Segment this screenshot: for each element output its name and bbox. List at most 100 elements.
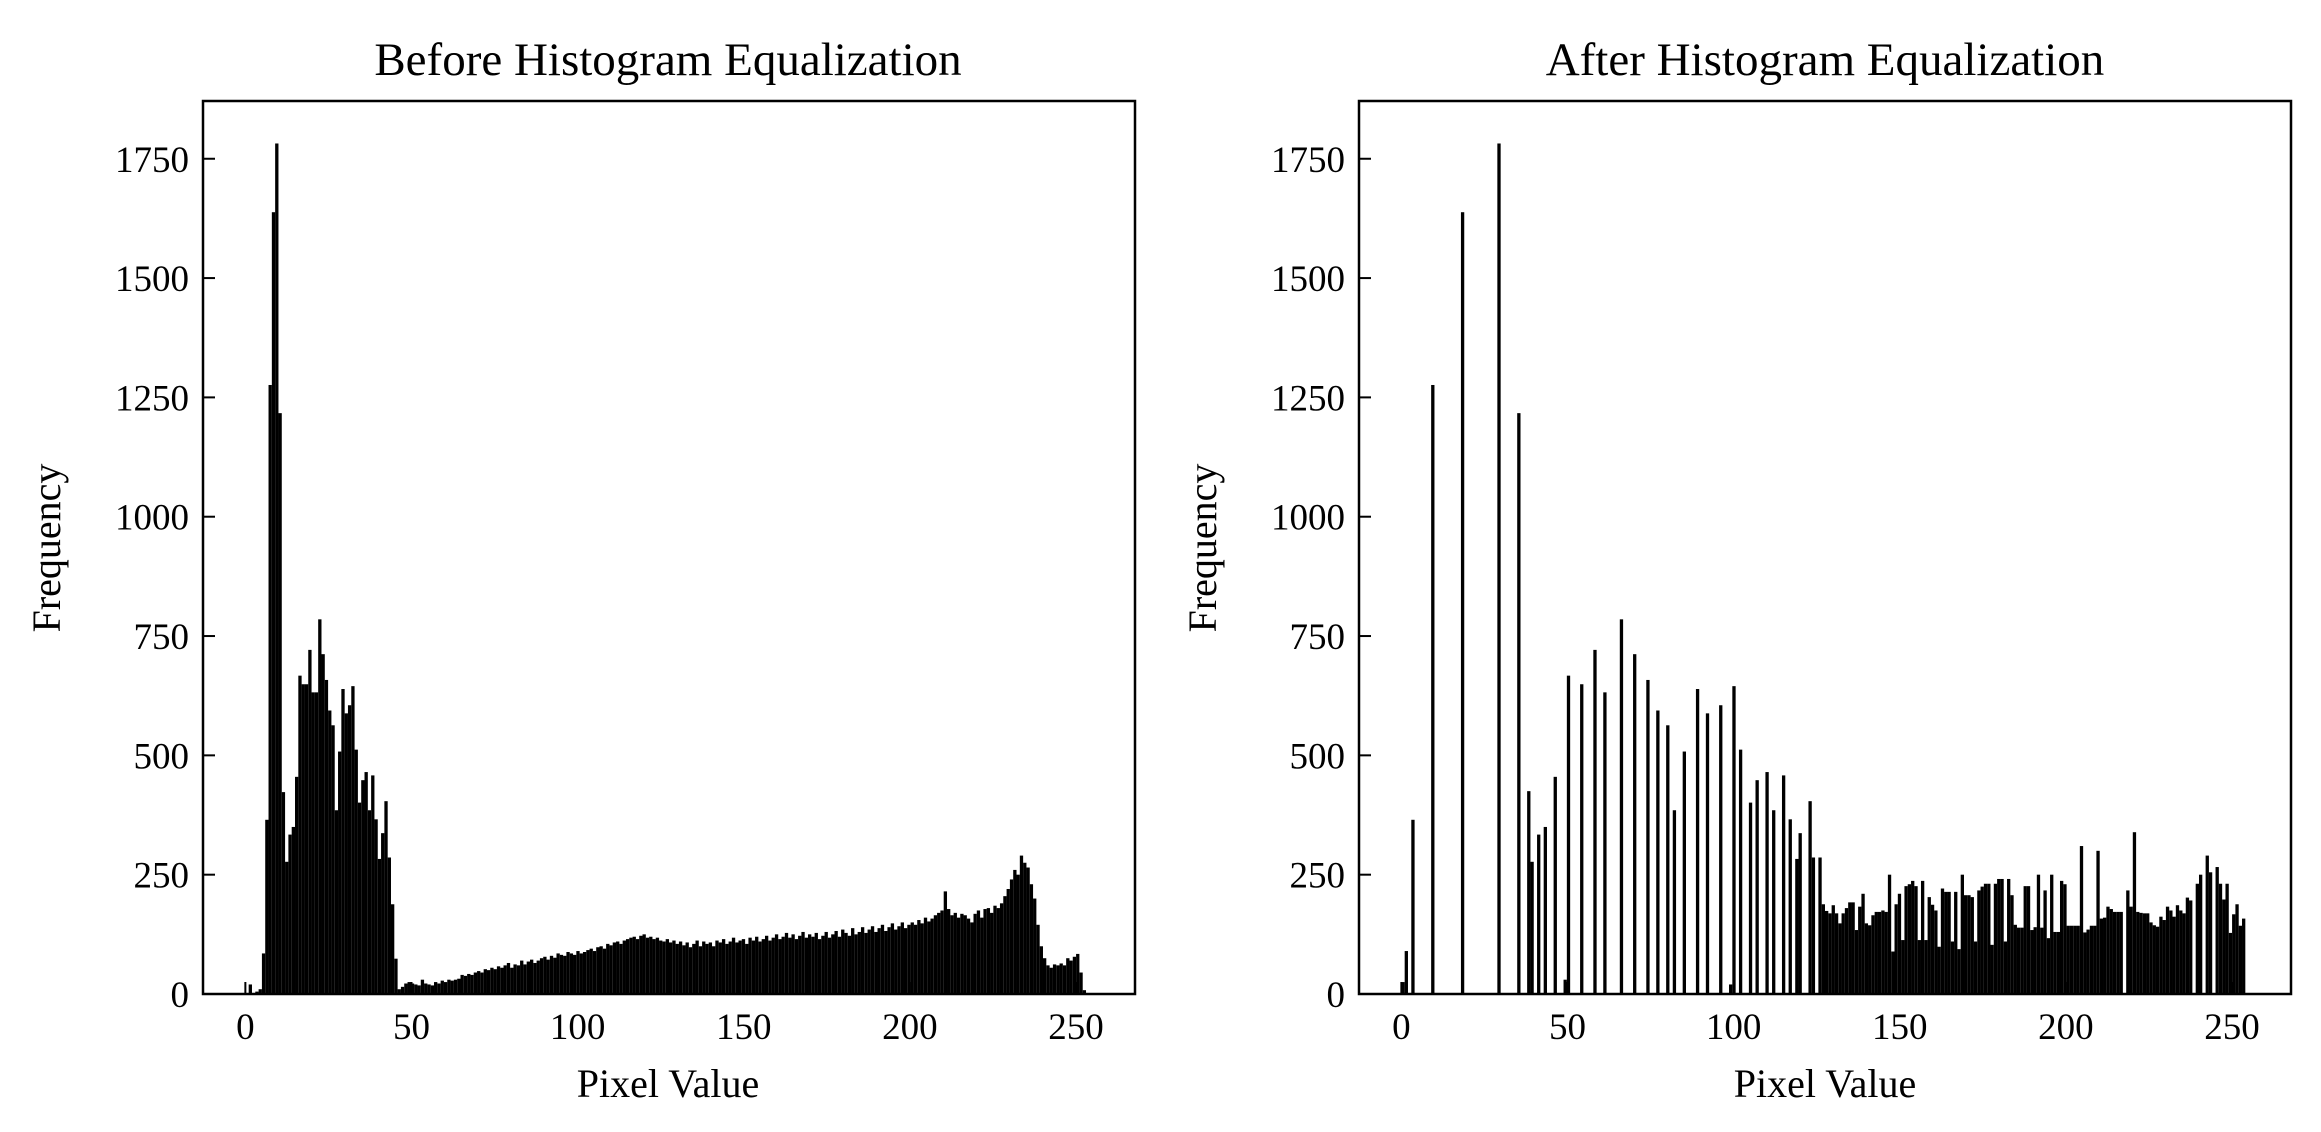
histogram-bar (788, 937, 792, 994)
histogram-bar (692, 943, 696, 994)
histogram-bar (1719, 705, 1723, 994)
histogram-bar (1553, 776, 1557, 994)
x-tick-label: 0 (236, 1007, 255, 1048)
histogram-bar (1023, 862, 1027, 994)
histogram-bar (1940, 888, 1945, 994)
histogram-bar (2036, 874, 2041, 994)
histogram-bar (2089, 925, 2094, 994)
histogram-bar (314, 692, 319, 994)
x-tick-label: 150 (716, 1007, 772, 1048)
histogram-bar (675, 943, 679, 994)
histogram-bar (513, 964, 517, 994)
histogram-bar (2129, 906, 2133, 994)
histogram-bar (354, 749, 358, 994)
histogram-bar (996, 908, 1000, 994)
histogram-bar (917, 920, 921, 994)
histogram-bar (364, 772, 368, 994)
histogram-bar (927, 921, 931, 994)
histogram-bar (632, 936, 636, 994)
histogram-bar (841, 929, 845, 994)
histogram-bar (1755, 780, 1759, 994)
histogram-bar (248, 984, 252, 994)
histogram-bar (956, 917, 961, 994)
histogram-bar (907, 924, 911, 994)
histogram-bar (983, 909, 987, 994)
x-axis-label: Pixel Value (1734, 1061, 1917, 1106)
y-tick-label: 500 (1290, 736, 1346, 777)
after-equalization-panel: After Histogram Equalization Frequency P… (1180, 34, 2293, 1106)
histogram-bar (1911, 880, 1915, 994)
histogram-bar (639, 935, 643, 994)
histogram-bar (1818, 857, 1822, 994)
histogram-bar (410, 983, 415, 994)
histogram-bar (582, 951, 587, 994)
histogram-bar (1666, 725, 1670, 994)
histogram-bar (295, 776, 299, 994)
histogram-bar (1848, 902, 1852, 994)
histogram-bar (1019, 855, 1024, 994)
histogram-bar (2182, 913, 2186, 994)
histogram-bar (1980, 886, 1984, 994)
histogram-bar (440, 980, 444, 994)
histogram-bar (1891, 951, 1895, 994)
histogram-bar (1914, 886, 1918, 994)
histogram-bar (857, 931, 861, 994)
histogram-bar (351, 686, 355, 994)
histogram-bar (844, 932, 848, 994)
histogram-bar (377, 858, 382, 994)
histogram-bar (493, 969, 497, 994)
histogram-bar (993, 905, 997, 994)
histogram-bar (374, 819, 378, 994)
histogram-bar (2076, 925, 2080, 994)
y-axis-label: Frequency (1180, 464, 1225, 633)
histogram-bar (539, 958, 544, 994)
histogram-bar (874, 931, 878, 994)
histogram-bar (2195, 883, 2199, 994)
histogram-bar (275, 143, 279, 995)
histogram-bar (2242, 918, 2246, 994)
histogram-bar (420, 979, 425, 994)
histogram-bar (798, 935, 802, 994)
histogram-bar (778, 939, 782, 994)
histogram-bar (1828, 913, 1832, 994)
histogram-bar (338, 751, 342, 994)
histogram-bar (966, 918, 971, 994)
histogram-bar (1082, 990, 1087, 994)
histogram-bar (1016, 874, 1020, 994)
histogram-bar (725, 943, 729, 994)
histogram-bar (764, 935, 769, 994)
histogram-bar (1682, 751, 1686, 994)
histogram-bar (543, 956, 547, 994)
x-tick-label: 50 (1549, 1007, 1586, 1048)
histogram-bar (417, 985, 421, 994)
histogram-bar (1930, 904, 1935, 994)
histogram-bar (1431, 384, 1435, 994)
histogram-bar (990, 912, 994, 994)
histogram-bar (860, 927, 865, 994)
histogram-bar (1042, 958, 1047, 994)
histogram-bar (1738, 749, 1743, 994)
histogram-bar (2198, 874, 2203, 994)
histogram-bar (533, 962, 537, 994)
histogram-bar (1997, 878, 2001, 994)
chart-title: After Histogram Equalization (1546, 34, 2105, 86)
histogram-bar (394, 958, 398, 994)
histogram-bar (1765, 772, 1769, 994)
histogram-bar (751, 940, 756, 994)
x-tick-label: 250 (2204, 1007, 2260, 1048)
histogram-bar (1593, 649, 1597, 994)
histogram-bar (771, 937, 775, 994)
histogram-bar (894, 929, 898, 994)
histogram-bar (2050, 874, 2054, 994)
y-tick-label: 1500 (115, 259, 189, 300)
histogram-bar (1964, 895, 1968, 994)
histogram-bar (2043, 890, 2047, 994)
histogram-bar (682, 945, 686, 994)
histogram-bar (2228, 932, 2233, 994)
histogram-bar (559, 954, 564, 994)
histogram-bar (1788, 819, 1792, 994)
histogram-bar (837, 936, 842, 994)
histogram-bar (553, 957, 557, 994)
histogram-bar (2165, 906, 2170, 994)
x-tick-label: 0 (1392, 1007, 1411, 1048)
